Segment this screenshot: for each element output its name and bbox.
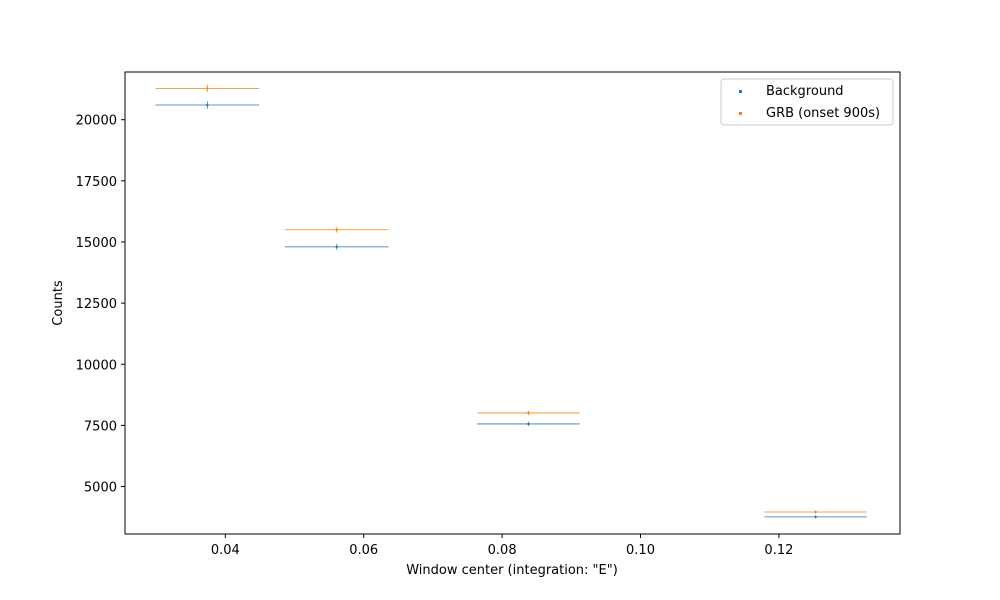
data-point (206, 87, 209, 90)
y-tick-label: 12500 (76, 297, 117, 312)
data-marks (155, 84, 867, 519)
data-point (527, 411, 530, 414)
x-tick-label: 0.04 (211, 543, 240, 558)
series-1 (155, 84, 867, 514)
x-tick-label: 0.10 (626, 543, 655, 558)
y-tick-label: 5000 (84, 481, 117, 496)
y-tick-label: 7500 (84, 419, 117, 434)
data-point (527, 422, 530, 425)
x-axis-label: Window center (integration: "E") (406, 563, 618, 578)
data-point (335, 245, 338, 248)
legend-label-grb: GRB (onset 900s) (766, 106, 880, 121)
plot-area (125, 72, 900, 534)
data-point (335, 228, 338, 231)
y-tick-label: 17500 (76, 175, 117, 190)
data-point (814, 510, 817, 513)
y-axis-label: Counts (51, 280, 66, 326)
legend-box (720, 78, 894, 126)
x-tick-label: 0.06 (349, 543, 378, 558)
x-axis-ticks: 0.04 0.06 0.08 0.10 0.12 (211, 534, 793, 558)
data-point (814, 515, 817, 518)
legend: Background GRB (onset 900s) (720, 78, 894, 126)
data-point (206, 104, 209, 107)
y-axis-ticks: 5000 7500 10000 12500 15000 17500 20000 (76, 114, 125, 496)
x-tick-label: 0.08 (488, 543, 517, 558)
x-tick-label: 0.12 (764, 543, 793, 558)
legend-marker-background (739, 90, 742, 93)
y-tick-label: 20000 (76, 114, 117, 129)
series-0 (155, 101, 867, 519)
y-tick-label: 15000 (76, 236, 117, 251)
legend-label-background: Background (766, 84, 844, 99)
y-tick-label: 10000 (76, 358, 117, 373)
legend-marker-grb (739, 112, 742, 115)
